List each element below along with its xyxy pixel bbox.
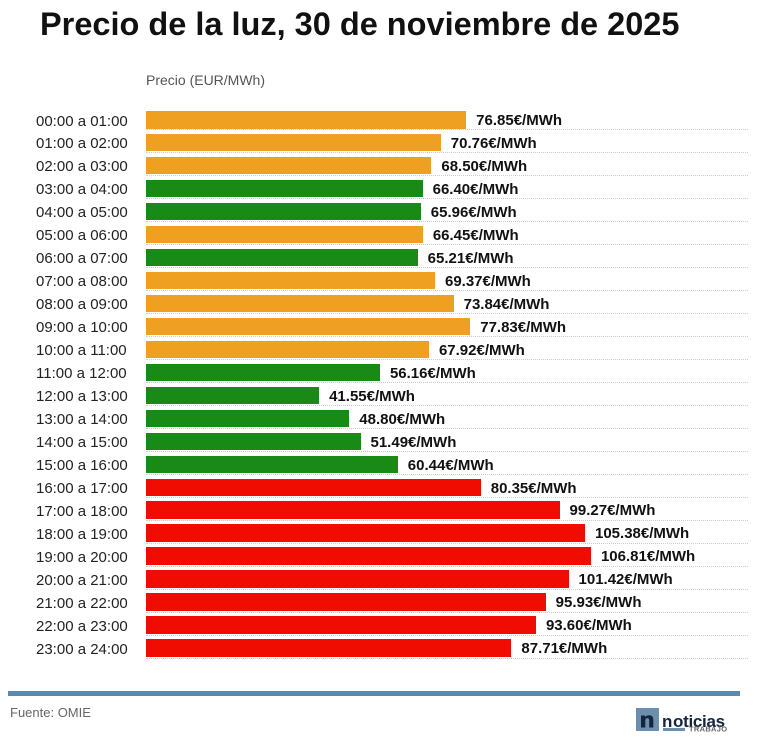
svg-text:TRABAJO: TRABAJO [689,725,727,734]
